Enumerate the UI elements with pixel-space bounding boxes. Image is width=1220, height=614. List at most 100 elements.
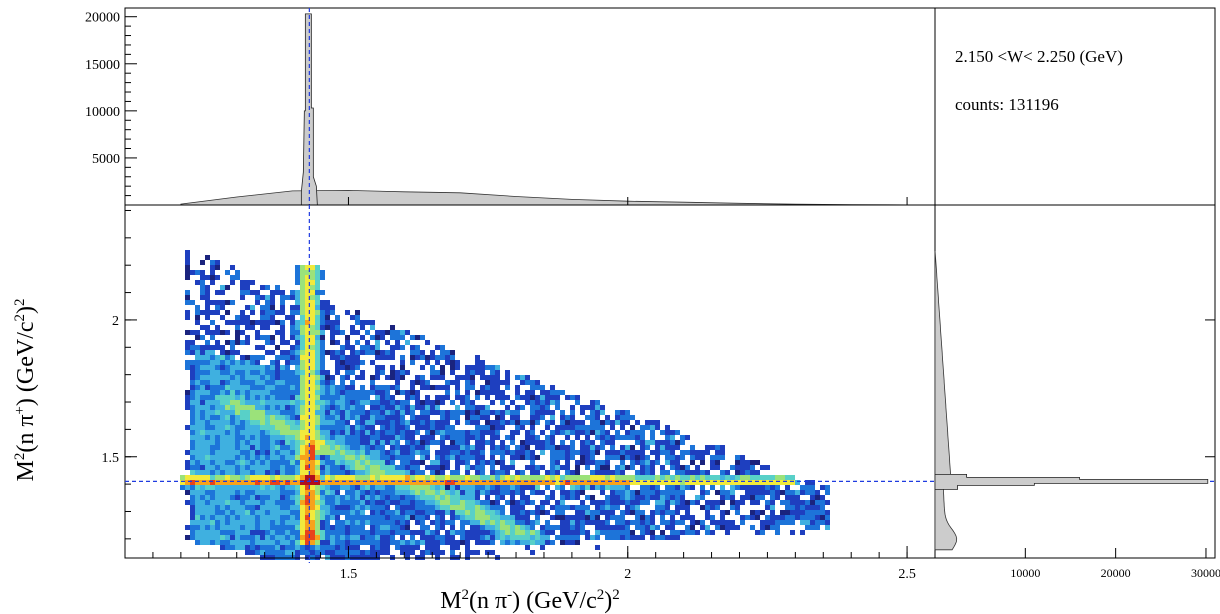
heatmap-cell bbox=[215, 475, 220, 480]
heatmap-cell bbox=[535, 410, 540, 415]
heatmap-cell bbox=[250, 460, 255, 465]
heatmap-cell bbox=[365, 350, 370, 355]
heatmap-cell bbox=[310, 265, 315, 270]
heatmap-cell bbox=[400, 405, 405, 410]
heatmap-cell bbox=[220, 375, 225, 380]
heatmap-cell bbox=[335, 525, 340, 530]
heatmap-cell bbox=[320, 550, 325, 555]
heatmap-cell bbox=[500, 445, 505, 450]
heatmap-cell bbox=[380, 390, 385, 395]
heatmap-cell bbox=[630, 475, 635, 480]
heatmap-cell bbox=[200, 345, 205, 350]
heatmap-cell bbox=[285, 475, 290, 480]
heatmap-cell bbox=[570, 475, 575, 480]
heatmap-cell bbox=[225, 390, 230, 395]
heatmap-cell bbox=[235, 470, 240, 475]
heatmap-cell bbox=[315, 485, 320, 490]
heatmap-cell bbox=[450, 545, 455, 550]
heatmap-cell bbox=[320, 450, 325, 455]
heatmap-cell bbox=[350, 435, 355, 440]
heatmap-cell bbox=[370, 490, 375, 495]
heatmap-cell bbox=[530, 440, 535, 445]
heatmap-cell bbox=[495, 480, 500, 485]
heatmap-cell bbox=[655, 445, 660, 450]
heatmap-cell bbox=[410, 440, 415, 445]
heatmap-cell bbox=[460, 535, 465, 540]
heatmap-cell bbox=[185, 400, 190, 405]
heatmap-cell bbox=[225, 485, 230, 490]
heatmap-cell bbox=[390, 510, 395, 515]
heatmap-cell bbox=[380, 540, 385, 545]
heatmap-cell bbox=[765, 505, 770, 510]
heatmap-cell bbox=[595, 475, 600, 480]
heatmap-cell bbox=[640, 495, 645, 500]
heatmap-cell bbox=[285, 450, 290, 455]
heatmap-cell bbox=[220, 530, 225, 535]
heatmap-cell bbox=[580, 475, 585, 480]
heatmap-cell bbox=[260, 365, 265, 370]
heatmap-cell bbox=[560, 515, 565, 520]
heatmap-cell bbox=[335, 490, 340, 495]
heatmap-cell bbox=[355, 390, 360, 395]
heatmap-cell bbox=[385, 430, 390, 435]
heatmap-cell bbox=[475, 485, 480, 490]
heatmap-cell bbox=[385, 505, 390, 510]
heatmap-cell bbox=[340, 450, 345, 455]
heatmap-cell bbox=[210, 540, 215, 545]
heatmap-cell bbox=[335, 425, 340, 430]
heatmap-cell bbox=[785, 505, 790, 510]
heatmap-cell bbox=[470, 485, 475, 490]
heatmap-cell bbox=[745, 470, 750, 475]
heatmap-cell bbox=[420, 550, 425, 555]
heatmap-cell bbox=[360, 445, 365, 450]
heatmap-cell bbox=[270, 515, 275, 520]
heatmap-cell bbox=[190, 340, 195, 345]
heatmap-cell bbox=[600, 500, 605, 505]
heatmap-cell bbox=[265, 430, 270, 435]
heatmap-cell bbox=[545, 520, 550, 525]
heatmap-cell bbox=[290, 390, 295, 395]
heatmap-cell bbox=[680, 470, 685, 475]
heatmap-cell bbox=[300, 350, 305, 355]
heatmap-cell bbox=[180, 480, 185, 485]
heatmap-cell bbox=[600, 510, 605, 515]
heatmap-cell bbox=[225, 475, 230, 480]
heatmap-cell bbox=[600, 475, 605, 480]
heatmap-cell bbox=[220, 420, 225, 425]
heatmap-cell bbox=[655, 440, 660, 445]
heatmap-cell bbox=[385, 455, 390, 460]
heatmap-cell bbox=[575, 400, 580, 405]
heatmap-cell bbox=[515, 525, 520, 530]
heatmap-cell bbox=[245, 370, 250, 375]
heatmap-cell bbox=[395, 475, 400, 480]
heatmap-cell bbox=[485, 440, 490, 445]
heatmap-cell bbox=[335, 440, 340, 445]
heatmap-cell bbox=[230, 370, 235, 375]
heatmap-cell bbox=[215, 415, 220, 420]
heatmap-cell bbox=[250, 395, 255, 400]
heatmap-cell bbox=[345, 470, 350, 475]
heatmap-cell bbox=[195, 380, 200, 385]
heatmap-cell bbox=[290, 505, 295, 510]
heatmap-cell bbox=[520, 515, 525, 520]
heatmap-cell bbox=[315, 535, 320, 540]
heatmap-cell bbox=[325, 465, 330, 470]
heatmap-cell bbox=[270, 335, 275, 340]
heatmap-cell bbox=[295, 420, 300, 425]
heatmap-cell bbox=[340, 435, 345, 440]
heatmap-cell bbox=[320, 390, 325, 395]
heatmap-cell bbox=[440, 540, 445, 545]
heatmap-cell bbox=[425, 400, 430, 405]
heatmap-cell bbox=[360, 450, 365, 455]
heatmap-cell bbox=[225, 380, 230, 385]
heatmap-cell bbox=[310, 300, 315, 305]
heatmap-cell bbox=[235, 455, 240, 460]
heatmap-cell bbox=[355, 320, 360, 325]
heatmap-cell bbox=[350, 505, 355, 510]
heatmap-cell bbox=[345, 390, 350, 395]
heatmap-cell bbox=[770, 495, 775, 500]
heatmap-cell bbox=[425, 385, 430, 390]
heatmap-cell bbox=[290, 325, 295, 330]
heatmap-cell bbox=[265, 500, 270, 505]
heatmap-cell bbox=[545, 395, 550, 400]
